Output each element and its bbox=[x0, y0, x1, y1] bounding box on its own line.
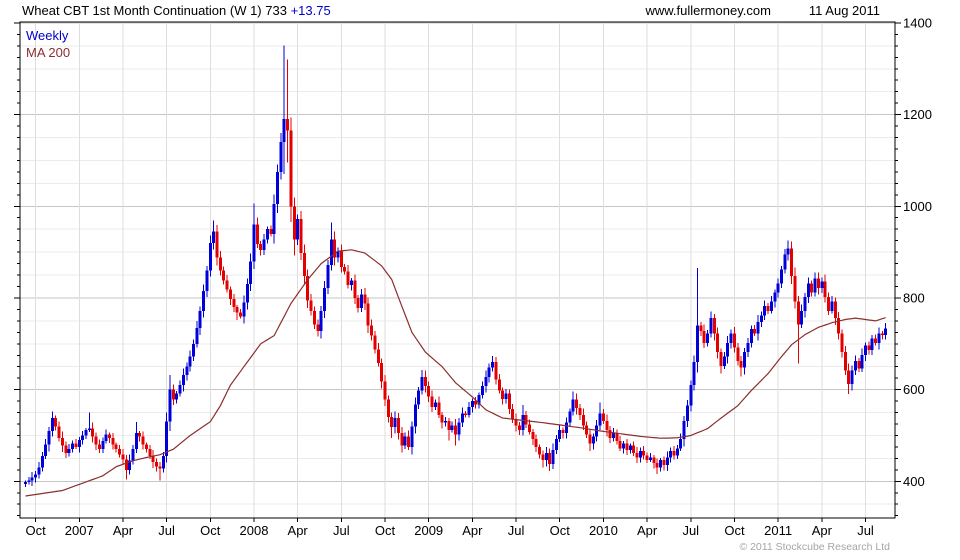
svg-text:Apr: Apr bbox=[637, 523, 658, 538]
svg-text:Oct: Oct bbox=[375, 523, 396, 538]
svg-text:Jul: Jul bbox=[857, 523, 874, 538]
svg-text:1000: 1000 bbox=[903, 199, 932, 214]
svg-text:Jul: Jul bbox=[158, 523, 175, 538]
site-link: www.fullermoney.com bbox=[645, 3, 771, 18]
svg-text:400: 400 bbox=[903, 474, 925, 489]
svg-text:2011: 2011 bbox=[764, 523, 792, 538]
svg-text:Apr: Apr bbox=[812, 523, 833, 538]
svg-text:Apr: Apr bbox=[288, 523, 309, 538]
header-right: www.fullermoney.com 11 Aug 2011 bbox=[645, 3, 880, 18]
svg-text:Apr: Apr bbox=[113, 523, 134, 538]
svg-text:2010: 2010 bbox=[589, 523, 618, 538]
svg-text:Apr: Apr bbox=[462, 523, 483, 538]
svg-text:2009: 2009 bbox=[414, 523, 443, 538]
svg-text:Oct: Oct bbox=[200, 523, 221, 538]
copyright-notice: © 2011 Stockcube Research Ltd bbox=[739, 541, 890, 553]
svg-text:Jul: Jul bbox=[333, 523, 350, 538]
svg-text:800: 800 bbox=[903, 290, 925, 305]
svg-text:1400: 1400 bbox=[903, 15, 932, 30]
svg-text:2008: 2008 bbox=[240, 523, 269, 538]
svg-text:Jul: Jul bbox=[508, 523, 525, 538]
chart-title-text: Wheat CBT 1st Month Continuation (W 1) 7… bbox=[22, 3, 287, 18]
svg-text:1200: 1200 bbox=[903, 107, 932, 122]
svg-text:600: 600 bbox=[903, 382, 925, 397]
svg-text:Oct: Oct bbox=[724, 523, 745, 538]
svg-text:Jul: Jul bbox=[682, 523, 699, 538]
chart-legend: Weekly MA 200 bbox=[26, 27, 70, 61]
legend-series-label: Weekly bbox=[26, 28, 69, 43]
svg-text:2007: 2007 bbox=[65, 523, 94, 538]
price-change-value: +13.75 bbox=[290, 3, 331, 18]
chart-date: 11 Aug 2011 bbox=[808, 3, 880, 18]
svg-text:Oct: Oct bbox=[550, 523, 571, 538]
legend-ma-label: MA 200 bbox=[26, 45, 71, 60]
chart-title: Wheat CBT 1st Month Continuation (W 1) 7… bbox=[22, 3, 331, 18]
svg-text:Oct: Oct bbox=[25, 523, 46, 538]
